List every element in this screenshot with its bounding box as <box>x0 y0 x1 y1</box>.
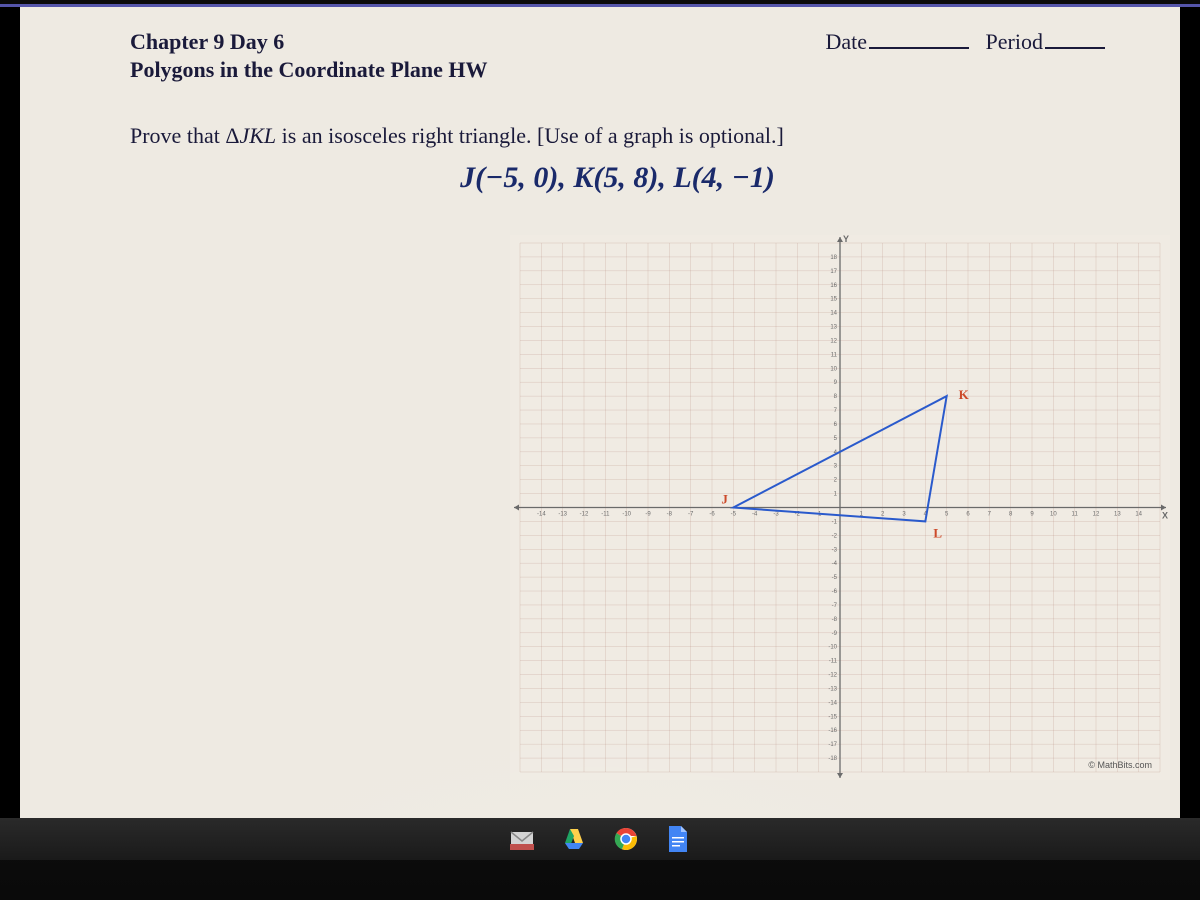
svg-text:-18: -18 <box>828 756 837 762</box>
svg-text:16: 16 <box>830 283 837 289</box>
svg-text:-9: -9 <box>832 631 838 637</box>
prompt-suffix: is an isosceles right triangle. [Use of … <box>276 123 784 148</box>
subtitle: Polygons in the Coordinate Plane HW <box>130 57 1105 83</box>
svg-text:17: 17 <box>830 269 837 275</box>
svg-text:-13: -13 <box>558 512 567 518</box>
prompt-triangle: JKL <box>239 123 276 148</box>
date-period: Date Period <box>826 29 1105 55</box>
mail-icon[interactable] <box>508 825 536 853</box>
svg-text:J: J <box>721 492 728 507</box>
svg-text:-11: -11 <box>601 512 610 518</box>
svg-text:13: 13 <box>1114 512 1121 518</box>
svg-text:-7: -7 <box>688 512 694 518</box>
svg-text:-1: -1 <box>832 519 838 525</box>
svg-text:10: 10 <box>830 366 837 372</box>
screen-outer: Chapter 9 Day 6 Date Period Polygons in … <box>0 4 1200 860</box>
svg-text:-8: -8 <box>667 512 673 518</box>
svg-text:-14: -14 <box>828 700 837 706</box>
svg-text:-4: -4 <box>832 561 838 567</box>
svg-text:-5: -5 <box>832 575 838 581</box>
coordinate-graph: YX-14-13-12-11-10-9-8-7-6-5-4-3-2-112345… <box>510 235 1170 780</box>
svg-text:13: 13 <box>830 325 837 331</box>
svg-text:L: L <box>933 525 942 540</box>
svg-text:-3: -3 <box>832 547 838 553</box>
svg-text:-3: -3 <box>773 512 779 518</box>
doc-icon[interactable] <box>664 825 692 853</box>
svg-text:Y: Y <box>843 235 849 244</box>
drive-icon[interactable] <box>560 825 588 853</box>
svg-text:-11: -11 <box>829 659 838 665</box>
svg-text:-13: -13 <box>828 686 837 692</box>
svg-text:10: 10 <box>1050 512 1057 518</box>
svg-text:18: 18 <box>830 255 837 261</box>
monitor-frame: 99% Chapter 9 Day 6 Date Period Polygons… <box>0 0 1200 900</box>
svg-text:-12: -12 <box>828 673 837 679</box>
svg-text:-8: -8 <box>832 617 838 623</box>
svg-text:11: 11 <box>831 352 838 358</box>
graph-watermark: © MathBits.com <box>1088 760 1152 770</box>
svg-text:K: K <box>959 387 970 402</box>
period-blank <box>1045 47 1105 49</box>
document-screen: Chapter 9 Day 6 Date Period Polygons in … <box>20 7 1180 820</box>
svg-text:14: 14 <box>830 311 837 317</box>
svg-text:-10: -10 <box>828 645 837 651</box>
svg-text:-4: -4 <box>752 512 758 518</box>
chapter-title: Chapter 9 Day 6 <box>130 29 284 55</box>
taskbar-icons <box>508 825 692 853</box>
svg-text:-2: -2 <box>832 533 838 539</box>
date-blank <box>869 47 969 49</box>
svg-text:11: 11 <box>1072 512 1079 518</box>
svg-text:X: X <box>1162 511 1168 521</box>
taskbar <box>0 818 1200 860</box>
prompt-prefix: Prove that Δ <box>130 123 239 148</box>
svg-text:12: 12 <box>1093 512 1100 518</box>
svg-text:-16: -16 <box>828 728 837 734</box>
header-row: Chapter 9 Day 6 Date Period <box>130 29 1105 55</box>
svg-text:-14: -14 <box>537 512 546 518</box>
svg-text:-12: -12 <box>580 512 589 518</box>
svg-text:-5: -5 <box>731 512 737 518</box>
period-label: Period <box>986 29 1043 54</box>
svg-text:14: 14 <box>1135 512 1142 518</box>
svg-text:-15: -15 <box>828 714 837 720</box>
svg-text:12: 12 <box>830 338 837 344</box>
svg-text:-9: -9 <box>645 512 651 518</box>
svg-text:-6: -6 <box>832 589 838 595</box>
svg-text:-17: -17 <box>828 742 837 748</box>
svg-text:15: 15 <box>830 297 837 303</box>
problem-prompt: Prove that ΔJKL is an isosceles right tr… <box>130 123 1105 149</box>
points-coordinates: J(−5, 0), K(5, 8), L(4, −1) <box>130 161 1105 195</box>
graph-svg: YX-14-13-12-11-10-9-8-7-6-5-4-3-2-112345… <box>510 235 1170 780</box>
chrome-icon[interactable] <box>612 825 640 853</box>
worksheet-paper: Chapter 9 Day 6 Date Period Polygons in … <box>20 7 1180 820</box>
svg-text:-7: -7 <box>832 603 838 609</box>
svg-text:-10: -10 <box>622 512 631 518</box>
date-label: Date <box>826 29 868 54</box>
svg-text:-6: -6 <box>709 512 715 518</box>
